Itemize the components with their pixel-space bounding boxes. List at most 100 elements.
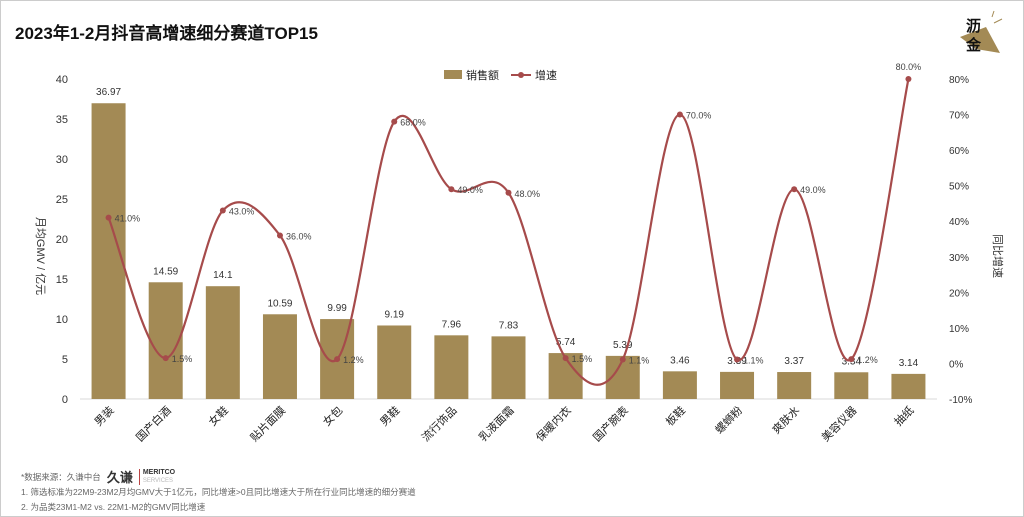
category-label: 国产白酒 xyxy=(133,403,174,444)
growth-value-label: 1.2% xyxy=(857,355,878,365)
y2-tick-label: 30% xyxy=(949,253,969,264)
y-tick-label: 40 xyxy=(56,74,68,86)
category-label: 国产腕表 xyxy=(590,403,631,444)
category-label: 男装 xyxy=(92,404,117,429)
bar-value-label: 36.97 xyxy=(96,87,121,98)
legend-bar-swatch xyxy=(444,70,462,79)
category-label: 女鞋 xyxy=(205,403,230,428)
y2-tick-label: 70% xyxy=(949,111,969,122)
bar xyxy=(434,335,469,399)
bar xyxy=(662,371,697,399)
y2-tick-label: 10% xyxy=(949,324,969,335)
y-tick-label: 15 xyxy=(56,274,68,286)
growth-value-label: 43.0% xyxy=(229,207,255,217)
bar-value-label: 7.83 xyxy=(499,320,519,331)
source-line: *数据来源：久谦中台 久谦 MERITCO SERVICES xyxy=(21,467,175,486)
growth-point xyxy=(676,111,683,118)
growth-value-label: 1.1% xyxy=(743,356,764,366)
bar xyxy=(891,373,926,399)
category-label: 女包 xyxy=(320,403,345,428)
y-tick-label: 30 xyxy=(56,154,68,166)
chart-svg: 0 5 10 15 20 25 30 35 40 -10% 0% 10% 20% 30% 40% 50% 60%… xyxy=(34,62,1005,444)
bar xyxy=(720,371,755,399)
growth-value-label: 41.0% xyxy=(115,214,141,224)
category-label: 爽肤水 xyxy=(769,403,802,436)
brand-en: MERITCO xyxy=(142,468,176,476)
y-tick-label: 0 xyxy=(62,394,68,406)
bar-value-label: 10.59 xyxy=(267,298,292,309)
chart-title: 2023年1-2月抖音高增速细分赛道TOP15 xyxy=(15,24,318,43)
bar-value-label: 5.39 xyxy=(613,340,633,351)
note-2: 2. 为品类23M1-M2 vs. 22M1-M2的GMV同比增速 xyxy=(21,502,206,512)
y2-tick-label: 40% xyxy=(949,217,969,228)
growth-point xyxy=(219,207,226,214)
bar xyxy=(834,372,869,399)
bar xyxy=(491,336,526,399)
legend-line-label: 增速 xyxy=(535,68,557,82)
growth-point xyxy=(562,355,569,362)
bar-value-label: 7.96 xyxy=(442,319,462,330)
legend-line-marker xyxy=(518,72,524,78)
y-tick-label: 35 xyxy=(56,114,68,126)
growth-value-label: 48.0% xyxy=(515,189,541,199)
y2-tick-label: 80% xyxy=(949,75,969,86)
brand-cn: 久谦 xyxy=(106,470,133,485)
logo-char-2: 金 xyxy=(966,37,982,54)
category-label: 抽纸 xyxy=(891,403,916,428)
y2-tick-label: -10% xyxy=(949,395,972,406)
bar xyxy=(262,314,297,399)
logo-char-1: 沥 xyxy=(966,18,982,35)
growth-value-label: 1.1% xyxy=(629,356,650,366)
legend-bar-label: 销售额 xyxy=(466,68,499,82)
source-text: *数据来源：久谦中台 xyxy=(21,471,101,482)
y-tick-label: 5 xyxy=(62,354,68,366)
brand-logo: 沥 金 xyxy=(956,9,1006,59)
growth-value-label: 49.0% xyxy=(800,185,826,195)
note-1: 1. 筛选标准为22M9-23M2月均GMV大于1亿元，同比增速>0且同比增速大… xyxy=(21,487,416,497)
bar xyxy=(777,372,812,399)
bar-value-label: 3.37 xyxy=(784,356,804,367)
growth-point xyxy=(334,356,341,363)
bar xyxy=(205,286,240,399)
y2-tick-label: 60% xyxy=(949,146,969,157)
growth-point xyxy=(391,118,398,125)
y-tick-label: 10 xyxy=(56,314,68,326)
category-label: 男鞋 xyxy=(377,403,402,428)
growth-point xyxy=(619,356,626,363)
growth-point xyxy=(791,186,798,193)
brand-en-sub: SERVICES xyxy=(142,477,174,484)
growth-value-label: 49.0% xyxy=(457,185,483,195)
growth-point xyxy=(105,214,112,221)
growth-point xyxy=(848,356,855,363)
y2-tick-label: 50% xyxy=(949,182,969,193)
growth-point xyxy=(276,232,283,239)
bar-value-label: 3.14 xyxy=(899,358,919,369)
growth-point xyxy=(505,189,512,196)
category-label: 乳液面霜 xyxy=(476,403,517,444)
bar xyxy=(91,103,126,400)
growth-value-label: 70.0% xyxy=(686,111,712,121)
category-label: 螺蛳粉 xyxy=(713,404,746,437)
bar-value-label: 5.74 xyxy=(556,337,576,348)
growth-value-label: 36.0% xyxy=(286,231,312,241)
category-label: 板鞋 xyxy=(663,403,688,428)
category-label: 贴片面膜 xyxy=(247,403,288,444)
bar-value-label: 3.46 xyxy=(670,355,690,366)
category-label: 保暖内衣 xyxy=(533,403,574,444)
y-tick-label: 20 xyxy=(56,234,68,246)
y2-tick-label: 0% xyxy=(949,359,964,370)
y2-axis-label: 同比增速 xyxy=(991,234,1005,278)
growth-point xyxy=(162,355,169,362)
growth-value-label: 1.2% xyxy=(343,355,364,365)
growth-value-label: 68.0% xyxy=(400,118,426,128)
category-label: 美容仪器 xyxy=(818,403,859,444)
growth-value-label: 1.5% xyxy=(172,354,193,364)
bar-value-label: 9.19 xyxy=(384,309,404,320)
bar-value-label: 9.99 xyxy=(327,303,347,314)
growth-point xyxy=(448,186,455,193)
bar-value-label: 14.59 xyxy=(153,266,178,277)
bar xyxy=(377,325,412,399)
growth-point xyxy=(905,76,912,82)
y-tick-label: 25 xyxy=(56,194,68,206)
